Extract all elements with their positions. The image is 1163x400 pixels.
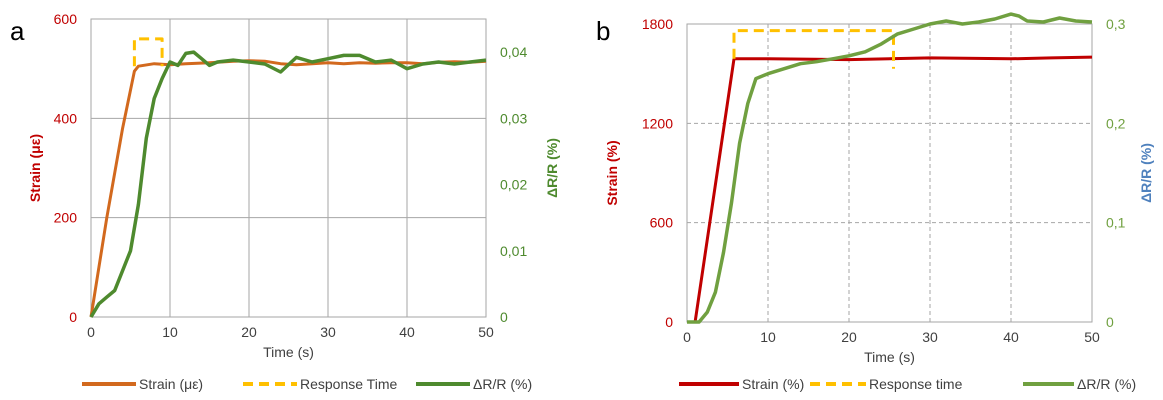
legend-label: Strain (με) bbox=[139, 376, 203, 392]
legend-label: Response time bbox=[869, 376, 963, 392]
legend-b: Strain (%) Response time ΔR/R (%) bbox=[679, 376, 1136, 392]
x-axis-title: Time (s) bbox=[864, 349, 915, 365]
series-line-strain bbox=[687, 55, 1093, 324]
x-tick-label: 30 bbox=[320, 324, 336, 340]
y2-tick-label: 0,04 bbox=[500, 44, 527, 60]
y-tick-label: 0 bbox=[69, 309, 77, 325]
x-tick-label: 40 bbox=[1003, 329, 1019, 345]
panel-a: a 0 10 20 30 40 50 0 200 400 600 0 0,01 0,02 0,03 0,04 T… bbox=[10, 11, 560, 360]
legend-label: Response Time bbox=[300, 376, 397, 392]
y-tick-label: 0 bbox=[665, 314, 673, 330]
x-tick-label: 0 bbox=[87, 324, 95, 340]
legend-label: ΔR/R (%) bbox=[1077, 376, 1136, 392]
y2-axis-title: ΔR/R (%) bbox=[544, 138, 560, 198]
y-tick-label: 200 bbox=[54, 210, 78, 226]
x-axis-title: Time (s) bbox=[263, 344, 314, 360]
panel-label: a bbox=[10, 16, 25, 46]
x-tick-label: 40 bbox=[399, 324, 415, 340]
series-line-delta-r bbox=[687, 12, 1093, 324]
legend-label: Strain (%) bbox=[742, 376, 804, 392]
x-tick-label: 10 bbox=[162, 324, 178, 340]
panel-label: b bbox=[596, 16, 610, 46]
series-line-response-time bbox=[132, 37, 164, 67]
y2-tick-label: 0,03 bbox=[500, 110, 527, 126]
panel-b: b 0 10 20 30 40 50 0 600 1200 1800 0 0,1 0,2 0,3 Time (… bbox=[596, 12, 1154, 365]
y2-tick-label: 0 bbox=[500, 309, 508, 325]
series-line-delta-r bbox=[89, 50, 487, 318]
x-tick-label: 50 bbox=[478, 324, 494, 340]
y-axis-title: Strain (%) bbox=[604, 140, 620, 205]
y-tick-label: 1800 bbox=[642, 16, 673, 32]
legend-label: ΔR/R (%) bbox=[473, 376, 532, 392]
y2-tick-label: 0,1 bbox=[1106, 215, 1126, 231]
x-tick-label: 50 bbox=[1084, 329, 1100, 345]
plot-border bbox=[686, 23, 1093, 323]
x-tick-label: 20 bbox=[241, 324, 257, 340]
y2-tick-label: 0,01 bbox=[500, 243, 527, 259]
x-tick-label: 10 bbox=[760, 329, 776, 345]
y-axis-title: Strain (με) bbox=[27, 134, 43, 202]
y2-tick-label: 0 bbox=[1106, 314, 1114, 330]
y2-axis-title: ΔR/R (%) bbox=[1138, 143, 1154, 203]
y-tick-label: 600 bbox=[54, 11, 78, 27]
x-tick-label: 30 bbox=[922, 329, 938, 345]
y-tick-label: 600 bbox=[650, 215, 674, 231]
y-tick-label: 1200 bbox=[642, 115, 673, 131]
x-tick-label: 0 bbox=[683, 329, 691, 345]
y2-tick-label: 0,02 bbox=[500, 177, 527, 193]
series-line-strain bbox=[89, 59, 487, 318]
x-tick-label: 20 bbox=[841, 329, 857, 345]
y2-tick-label: 0,2 bbox=[1106, 115, 1126, 131]
y-tick-label: 400 bbox=[54, 110, 78, 126]
plot-border bbox=[90, 18, 487, 318]
y2-tick-label: 0,3 bbox=[1106, 16, 1126, 32]
legend-a: Strain (με) Response Time ΔR/R (%) bbox=[82, 376, 532, 392]
